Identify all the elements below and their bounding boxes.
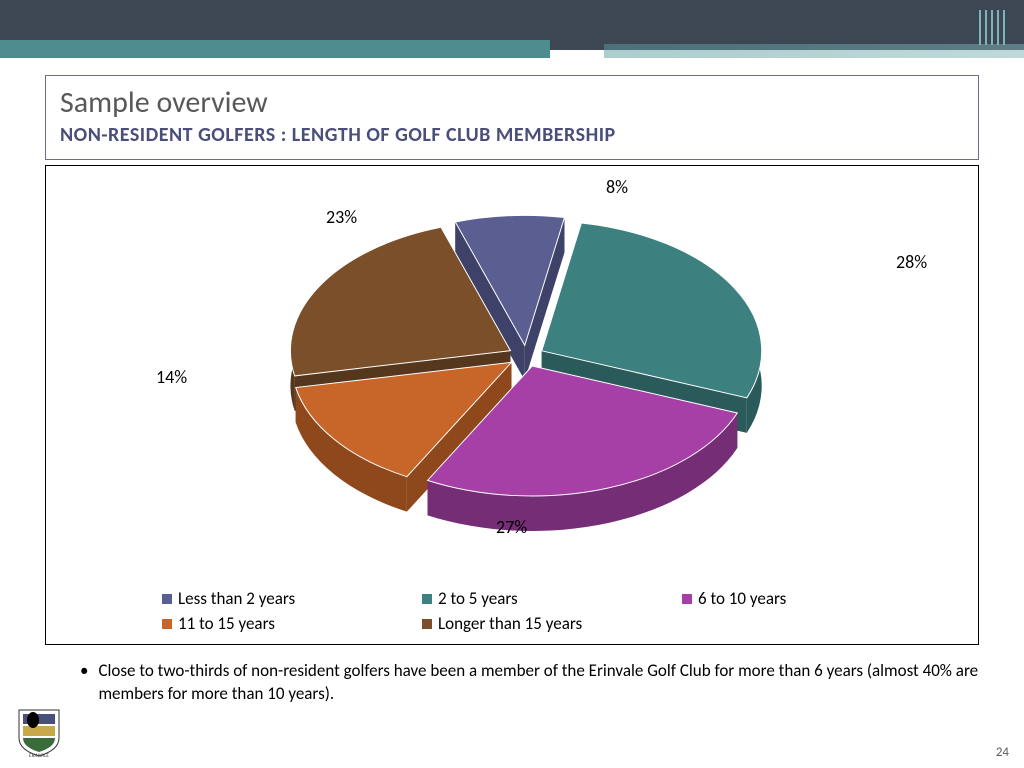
slice-label-4: 23% [326, 206, 357, 228]
legend-swatch-4 [422, 619, 432, 629]
legend-label-1: 2 to 5 years [438, 588, 518, 609]
legend-label-4: Longer than 15 years [438, 613, 582, 634]
legend-item-1: 2 to 5 years [422, 588, 602, 609]
slide-number: 24 [996, 745, 1009, 760]
bullet-icon: • [80, 660, 88, 706]
legend-item-4: Longer than 15 years [422, 613, 602, 634]
title-box: Sample overview NON-RESIDENT GOLFERS : L… [45, 75, 979, 160]
page-subtitle: NON-RESIDENT GOLFERS : LENGTH OF GOLF CL… [60, 123, 964, 147]
bullet-list: • Close to two-thirds of non-resident go… [80, 660, 979, 706]
header-accent-right [604, 44, 1024, 58]
legend-swatch-3 [162, 619, 172, 629]
legend-label-3: 11 to 15 years [178, 613, 275, 634]
legend-label-0: Less than 2 years [178, 588, 295, 609]
header-accent-left [0, 40, 550, 58]
legend-swatch-0 [162, 594, 172, 604]
erinvale-logo: ERINVALE [15, 702, 63, 758]
pie-chart: 8% 28% 27% 14% 23% [46, 166, 978, 586]
header-stripes [979, 10, 1009, 45]
legend-item-0: Less than 2 years [162, 588, 342, 609]
page-title: Sample overview [60, 84, 964, 121]
slice-label-2: 27% [496, 516, 527, 538]
legend-label-2: 6 to 10 years [698, 588, 786, 609]
bullet-text: Close to two-thirds of non-resident golf… [98, 660, 979, 706]
slice-label-1: 28% [896, 251, 927, 273]
chart-legend: Less than 2 years 2 to 5 years 6 to 10 y… [46, 588, 978, 634]
legend-swatch-1 [422, 594, 432, 604]
bullet-item: • Close to two-thirds of non-resident go… [80, 660, 979, 706]
legend-swatch-2 [682, 594, 692, 604]
legend-item-3: 11 to 15 years [162, 613, 342, 634]
svg-text:ERINVALE: ERINVALE [29, 753, 49, 758]
pie-chart-container: 8% 28% 27% 14% 23% Less than 2 years 2 t… [45, 165, 979, 645]
legend-item-2: 6 to 10 years [682, 588, 862, 609]
slice-label-3: 14% [156, 366, 187, 388]
slice-label-0: 8% [606, 176, 628, 198]
